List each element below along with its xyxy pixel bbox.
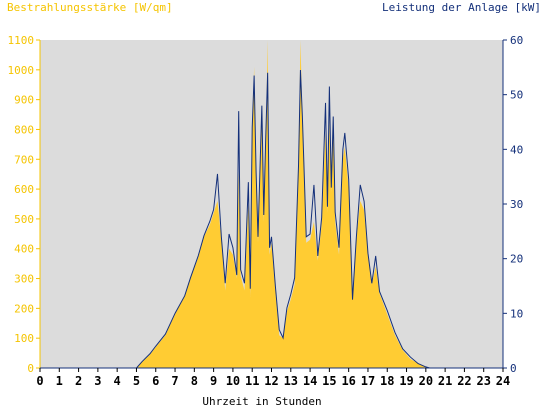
x-axis-tick-label: 11 [245, 374, 259, 388]
left-axis-tick-label: 1100 [8, 34, 35, 47]
x-axis-tick-label: 24 [496, 374, 510, 388]
irradiance-area-layer [40, 40, 503, 368]
x-axis-tick-label: 2 [75, 374, 82, 388]
x-axis-tick-label: 9 [210, 374, 217, 388]
x-axis-tick-label: 3 [94, 374, 101, 388]
left-axis-tick-label: 900 [14, 94, 34, 107]
left-axis-tick-label: 300 [14, 273, 34, 286]
left-axis-tick-label: 200 [14, 302, 34, 315]
power-series-line [40, 70, 503, 369]
x-axis-ticks: 0 1 2 3 4 5 6 7 8 9 10 11 12 13 14 15 16 17 18 19 20 21 22 23 24 [36, 368, 510, 388]
left-axis-tick-label: 0 [27, 362, 34, 375]
left-axis-tick-label: 1000 [8, 64, 35, 77]
x-axis-tick-label: 7 [171, 374, 178, 388]
left-axis-tick-label: 100 [14, 332, 34, 345]
right-axis-tick-label: 10 [510, 307, 523, 320]
left-axis-tick-label: 400 [14, 243, 34, 256]
right-axis-tick-label: 0 [510, 362, 517, 375]
x-axis-tick-label: 17 [361, 374, 375, 388]
right-axis-tick-label: 30 [510, 198, 523, 211]
x-axis-tick-label: 14 [303, 374, 317, 388]
left-axis-tick-label: 700 [14, 153, 34, 166]
right-axis-tick-label: 40 [510, 143, 523, 156]
right-axis-tick-label: 60 [510, 34, 523, 47]
x-axis-tick-label: 21 [438, 374, 452, 388]
x-axis-tick-label: 10 [226, 374, 240, 388]
power-line-layer [40, 70, 503, 369]
x-axis-tick-label: 18 [380, 374, 394, 388]
right-axis-title: Leistung der Anlage [kW] [382, 1, 541, 14]
x-axis-tick-label: 12 [264, 374, 278, 388]
x-axis-label: Uhrzeit in Stunden [202, 395, 321, 408]
left-axis-tick-label: 800 [14, 123, 34, 136]
x-axis-tick-label: 5 [133, 374, 140, 388]
x-axis-tick-label: 15 [322, 374, 336, 388]
x-axis-tick-label: 0 [36, 374, 43, 388]
left-axis-title: Bestrahlungsstärke [W/qm] [7, 1, 173, 14]
x-axis-tick-label: 4 [114, 374, 121, 388]
left-axis-ticks: 0 100 200 300 400 500 600 700 800 900 1000 1100 [8, 34, 40, 375]
x-axis-tick-label: 16 [341, 374, 355, 388]
x-axis-tick-label: 6 [152, 374, 159, 388]
x-axis-tick-label: 22 [457, 374, 471, 388]
right-axis-tick-label: 50 [510, 89, 523, 102]
left-axis-tick-label: 500 [14, 213, 34, 226]
x-axis-tick-label: 20 [419, 374, 433, 388]
right-axis-tick-label: 20 [510, 253, 523, 266]
x-axis-tick-label: 23 [476, 374, 490, 388]
right-axis-ticks: 0 10 20 30 40 50 60 [503, 34, 523, 375]
left-axis-tick-label: 600 [14, 183, 34, 196]
irradiance-series-area [40, 40, 503, 368]
x-axis-tick-label: 1 [56, 374, 63, 388]
x-axis-tick-label: 8 [191, 374, 198, 388]
x-axis-tick-label: 19 [399, 374, 413, 388]
x-axis-tick-label: 13 [284, 374, 298, 388]
